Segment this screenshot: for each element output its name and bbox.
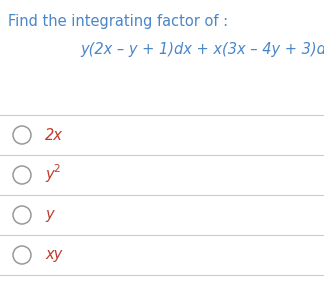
Circle shape bbox=[13, 126, 31, 144]
Circle shape bbox=[13, 206, 31, 224]
Circle shape bbox=[13, 246, 31, 264]
Text: y: y bbox=[45, 207, 54, 223]
Circle shape bbox=[13, 166, 31, 184]
Text: xy: xy bbox=[45, 248, 62, 263]
Text: Find the integrating factor of :: Find the integrating factor of : bbox=[8, 14, 228, 29]
Text: 2: 2 bbox=[53, 164, 60, 174]
Text: y: y bbox=[45, 167, 54, 182]
Text: 2x: 2x bbox=[45, 128, 63, 142]
Text: y(2x – y + 1)dx + x(3x – 4y + 3)dy = 0: y(2x – y + 1)dx + x(3x – 4y + 3)dy = 0 bbox=[80, 42, 324, 57]
